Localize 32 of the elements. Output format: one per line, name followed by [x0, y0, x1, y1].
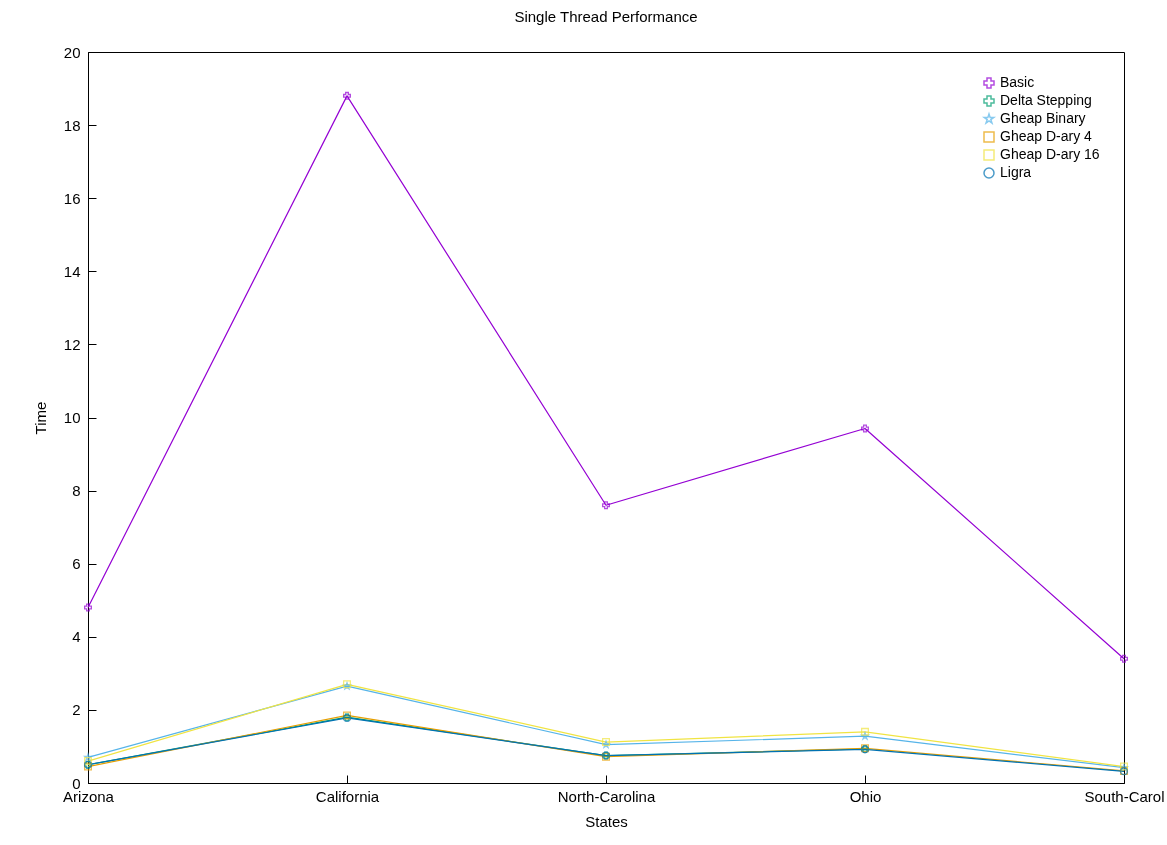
x-tick-label: North-Carolina: [557, 787, 656, 805]
point: [84, 753, 92, 761]
y-tick-label: 2: [72, 701, 81, 719]
point: [861, 424, 869, 433]
y-tick-label: 16: [63, 189, 81, 207]
legend-label: Gheap D-ary 4: [1000, 128, 1093, 144]
legend-label: Gheap D-ary 16: [1000, 146, 1100, 162]
y-tick-label: 20: [63, 43, 81, 61]
x-tick-label: South-Carol: [1084, 787, 1165, 805]
legend-label: Ligra: [1000, 164, 1032, 180]
point: [602, 501, 610, 510]
legend-label: Delta Stepping: [1000, 92, 1092, 108]
x-tick-label: Ohio: [849, 787, 882, 805]
legend-label: Gheap Binary: [1000, 110, 1086, 126]
legend-label: Basic: [1000, 74, 1035, 90]
y-tick-label: 6: [72, 555, 81, 573]
y-tick-label: 0: [72, 774, 81, 792]
point: [84, 603, 92, 612]
point: [1120, 654, 1128, 663]
y-tick-label: 10: [63, 409, 81, 426]
x-axis-title: States: [585, 812, 628, 830]
y-tick-label: 14: [63, 262, 81, 280]
x-tick-label: California: [315, 787, 380, 805]
point: [861, 727, 869, 736]
y-tick-label: 18: [63, 116, 81, 134]
y-tick-label: 12: [63, 335, 81, 353]
y-axis-title: Time: [31, 401, 49, 435]
point: [861, 732, 869, 740]
chart-title: Single Thread Performance: [514, 8, 698, 25]
point: [343, 91, 351, 100]
y-tick-label: 4: [72, 628, 81, 646]
y-tick-label: 8: [72, 482, 81, 500]
